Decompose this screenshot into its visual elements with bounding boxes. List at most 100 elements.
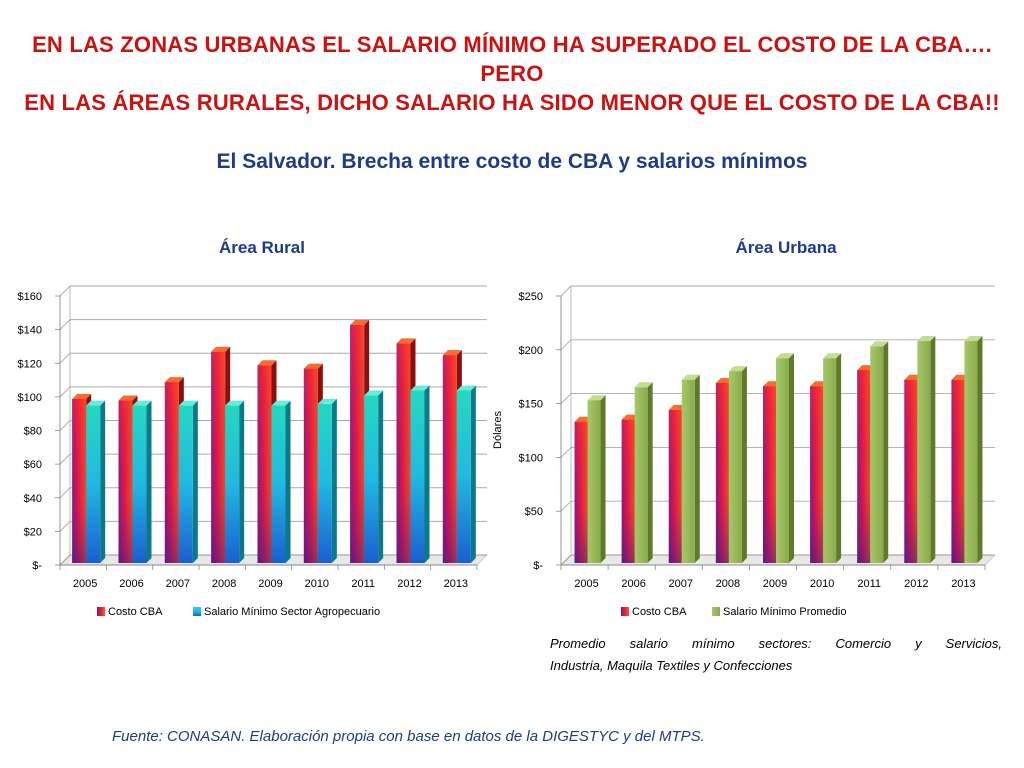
bar-top bbox=[257, 360, 277, 366]
y-tick-label: $100 bbox=[18, 392, 42, 404]
y-tick-label: $60 bbox=[24, 459, 42, 471]
bar-salario-2009 bbox=[776, 353, 794, 563]
urban-wage-note: Promedio salario mínimo sectores: Comerc… bbox=[550, 633, 1002, 677]
bar-salario-2006 bbox=[132, 400, 152, 563]
legend-label: Costo CBA bbox=[108, 606, 163, 618]
y-tick-label: $250 bbox=[519, 291, 543, 303]
bar-side bbox=[930, 336, 936, 563]
bar-front bbox=[364, 395, 379, 563]
y-tick-label: $150 bbox=[519, 399, 543, 411]
bar-shade bbox=[211, 351, 226, 563]
bar-shade bbox=[763, 386, 776, 563]
x-tick-label: 2009 bbox=[258, 578, 282, 590]
bar-top bbox=[364, 390, 384, 396]
bar-front bbox=[86, 405, 101, 563]
bar-front bbox=[132, 405, 147, 563]
bar-side bbox=[100, 400, 106, 563]
bar-shade bbox=[574, 421, 588, 563]
x-tick-label: 2005 bbox=[73, 578, 97, 590]
x-tick-label: 2007 bbox=[166, 578, 190, 590]
x-tick-label: 2013 bbox=[444, 578, 468, 590]
y-tick-label: $50 bbox=[525, 506, 543, 518]
source-note: Fuente: CONASAN. Elaboración propia con … bbox=[112, 728, 705, 745]
x-tick-label: 2009 bbox=[763, 578, 787, 590]
bar-salario-2008 bbox=[225, 400, 245, 563]
bar-shade bbox=[164, 382, 179, 563]
bar-top bbox=[350, 319, 370, 325]
bar-side bbox=[146, 400, 152, 563]
bar-salario-2010 bbox=[317, 398, 337, 563]
chart-subtitle: El Salvador. Brecha entre costo de CBA y… bbox=[216, 150, 808, 173]
bar-shade bbox=[442, 355, 457, 563]
bar-salario-2013 bbox=[456, 385, 476, 563]
bar-top bbox=[776, 353, 794, 359]
bar-side bbox=[600, 395, 606, 563]
bar-top bbox=[442, 350, 462, 356]
bar-front bbox=[271, 405, 286, 563]
bar-front bbox=[410, 390, 425, 563]
bar-salario-2012 bbox=[410, 385, 430, 563]
bar-side bbox=[789, 353, 794, 563]
bar-top bbox=[118, 395, 138, 401]
bar-shade bbox=[857, 370, 871, 563]
bar-front bbox=[317, 403, 332, 563]
bar-top bbox=[303, 363, 323, 369]
x-tick-label: 2011 bbox=[857, 578, 881, 590]
y-tick-label: $100 bbox=[519, 452, 543, 464]
urban-wage-note-line-2: Industria, Maquila Textiles y Confeccion… bbox=[550, 658, 793, 673]
rural-chart: $- $20 $40 $60 $80 $100 $120 $140 $160 2005 2006 20… bbox=[18, 285, 488, 618]
x-tick-label: 2005 bbox=[574, 578, 598, 590]
bar-side bbox=[883, 341, 889, 563]
bar-side bbox=[647, 382, 653, 563]
x-tick-label: 2012 bbox=[904, 578, 928, 590]
bar-shade bbox=[396, 343, 411, 563]
bar-shade bbox=[118, 400, 133, 563]
bar-top bbox=[728, 366, 747, 372]
legend-label: Salario Mínimo Promedio bbox=[723, 606, 847, 618]
bar-top bbox=[164, 377, 184, 383]
x-tick-label: 2008 bbox=[716, 578, 740, 590]
bar-front bbox=[587, 400, 601, 563]
legend-label: Costo CBA bbox=[632, 606, 687, 618]
bar-salario-2010 bbox=[823, 353, 842, 563]
headline: EN LAS ZONAS URBANAS EL SALARIO MÍNIMO H… bbox=[18, 30, 1006, 117]
bar-shade bbox=[904, 379, 918, 563]
legend-swatch bbox=[712, 607, 720, 616]
bar-shade bbox=[72, 398, 87, 563]
urban-chart-title: Área Urbana bbox=[735, 238, 837, 257]
bar-shade bbox=[350, 324, 365, 563]
bar-front bbox=[178, 405, 193, 563]
bar-top bbox=[870, 341, 889, 347]
y-tick-label: $160 bbox=[18, 291, 42, 303]
y-tick-label: $- bbox=[32, 560, 42, 572]
gridline bbox=[59, 319, 487, 330]
y-tick-label: $20 bbox=[24, 526, 42, 538]
x-tick-label: 2007 bbox=[669, 578, 693, 590]
y-tick-label: $140 bbox=[18, 325, 42, 337]
bar-salario-2005 bbox=[86, 400, 106, 563]
bar-shade bbox=[810, 386, 824, 563]
bar-shade bbox=[621, 419, 635, 563]
bar-shade bbox=[257, 365, 272, 563]
bar-front bbox=[823, 358, 837, 563]
bar-salario-2006 bbox=[634, 382, 653, 563]
bar-shade bbox=[303, 368, 318, 563]
bar-salario-2009 bbox=[271, 400, 291, 563]
bar-front bbox=[870, 346, 884, 563]
headline-line-2: EN LAS ÁREAS RURALES, DICHO SALARIO HA S… bbox=[24, 90, 1000, 115]
bar-side bbox=[470, 385, 476, 563]
bar-side bbox=[424, 385, 430, 563]
x-tick-label: 2006 bbox=[621, 578, 645, 590]
bar-side bbox=[378, 390, 384, 563]
bar-front bbox=[917, 341, 931, 563]
x-tick-label: 2006 bbox=[119, 578, 143, 590]
bar-front bbox=[225, 405, 240, 563]
bar-top bbox=[964, 336, 983, 342]
bar-front bbox=[681, 379, 695, 563]
bar-top bbox=[271, 400, 291, 406]
y-tick-label: $80 bbox=[24, 426, 42, 438]
urban-chart: Dólares $- $50 $100 $150 $200 $250 2005 2006 200… bbox=[492, 285, 996, 618]
legend-swatch bbox=[621, 607, 629, 616]
bar-front bbox=[776, 358, 789, 563]
